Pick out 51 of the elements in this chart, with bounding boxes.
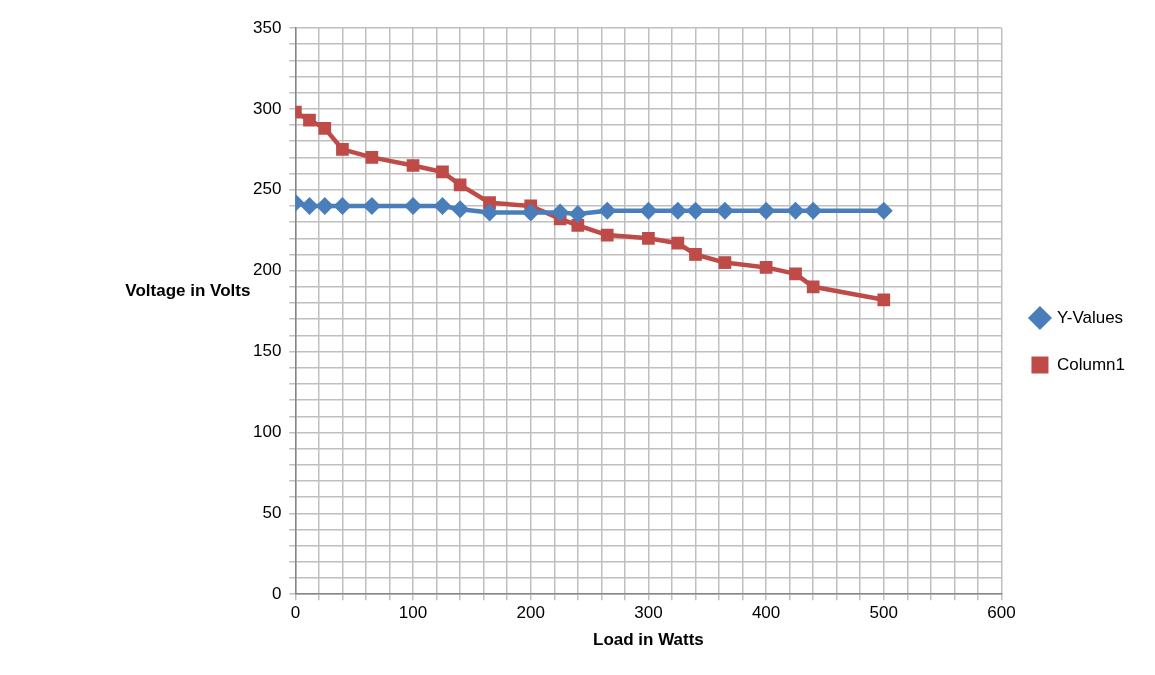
point bbox=[757, 201, 776, 220]
x-tick-label: 200 bbox=[516, 603, 545, 623]
point bbox=[598, 201, 617, 220]
y-tick-label: 150 bbox=[252, 341, 282, 361]
y-tick-label: 300 bbox=[252, 98, 282, 118]
point bbox=[406, 159, 420, 172]
y-tick-label: 200 bbox=[252, 260, 282, 280]
point bbox=[686, 201, 705, 220]
point bbox=[759, 261, 773, 274]
x-tick-label: 500 bbox=[869, 603, 898, 623]
point bbox=[874, 201, 893, 220]
point bbox=[786, 201, 805, 220]
y-tick-label: 100 bbox=[252, 422, 282, 442]
point bbox=[789, 267, 802, 281]
point bbox=[639, 201, 658, 220]
point bbox=[671, 236, 685, 250]
x-tick-label: 0 bbox=[290, 603, 301, 623]
y-tick-label: 0 bbox=[271, 583, 282, 603]
point bbox=[336, 142, 349, 156]
y-tick-label: 50 bbox=[262, 503, 282, 522]
point bbox=[333, 196, 352, 215]
y-tick-label: 250 bbox=[252, 179, 282, 199]
point bbox=[300, 196, 319, 215]
legend-label: Y-Values bbox=[1056, 307, 1124, 327]
point bbox=[806, 280, 820, 294]
y-axis-title: Voltage in Volts bbox=[125, 281, 251, 302]
point bbox=[689, 248, 702, 261]
point bbox=[804, 201, 823, 220]
point bbox=[521, 203, 540, 222]
x-tick-label: 600 bbox=[987, 603, 1016, 623]
x-tick-label: 100 bbox=[398, 603, 428, 623]
point bbox=[433, 196, 452, 215]
point bbox=[600, 228, 614, 242]
legend-label: Column1 bbox=[1056, 354, 1126, 374]
point bbox=[451, 200, 470, 219]
point bbox=[568, 205, 587, 224]
point bbox=[877, 293, 891, 307]
point bbox=[571, 219, 585, 232]
point bbox=[551, 203, 570, 222]
x-tick-label: 300 bbox=[634, 603, 663, 623]
point bbox=[642, 231, 655, 245]
point bbox=[318, 121, 332, 135]
x-tick-label: 400 bbox=[751, 603, 781, 623]
point bbox=[718, 256, 732, 269]
y-tick-label: 350 bbox=[252, 17, 282, 37]
point bbox=[365, 151, 379, 164]
point bbox=[668, 201, 687, 220]
point bbox=[480, 203, 499, 222]
point bbox=[436, 165, 449, 179]
point bbox=[303, 113, 316, 127]
x-axis-title: Load in Watts bbox=[593, 630, 704, 650]
